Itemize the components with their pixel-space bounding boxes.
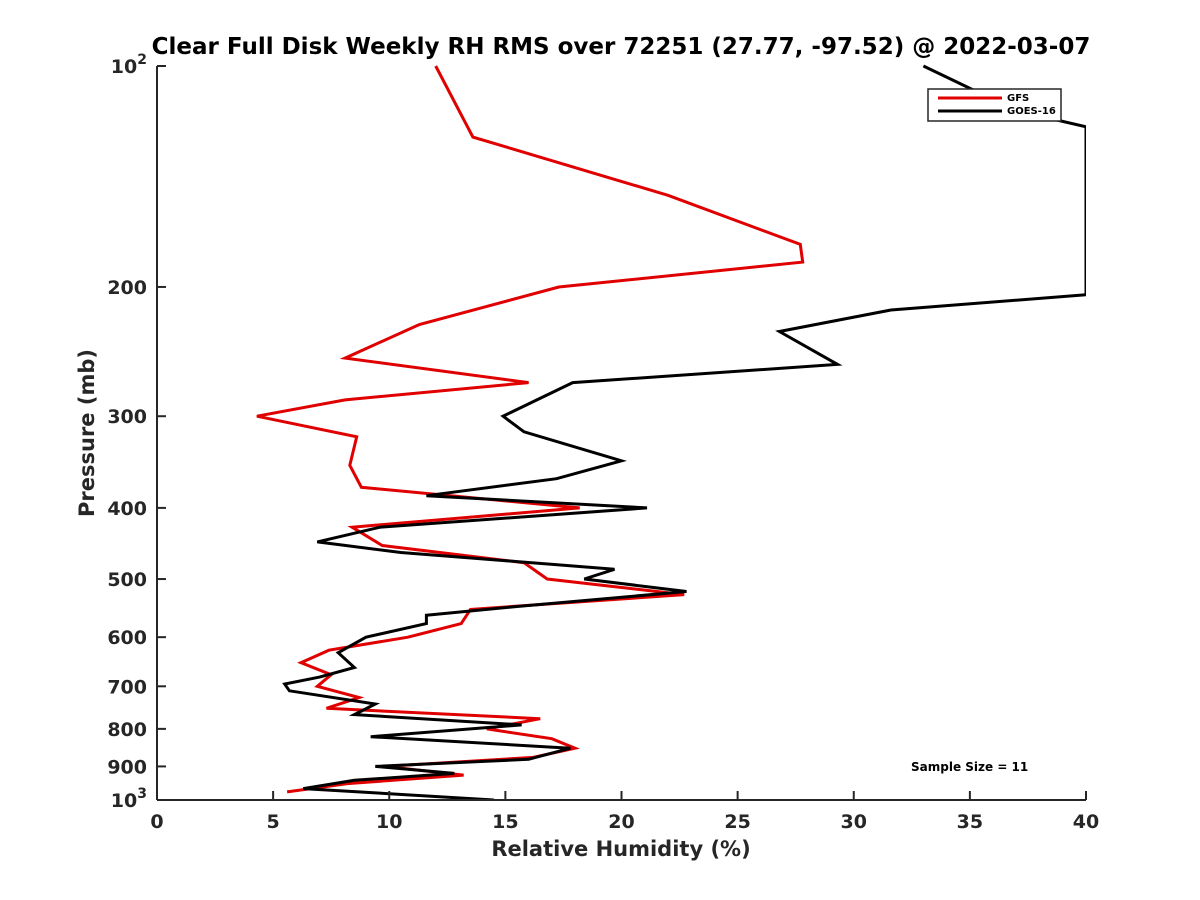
series-line-goes16 — [282, 64, 1086, 800]
x-axis-label: Relative Humidity (%) — [491, 837, 750, 861]
x-tick-label: 5 — [267, 811, 280, 833]
y-tick-label: 103 — [111, 786, 147, 812]
x-ticks: 0 5 10 15 20 25 30 35 40 — [150, 791, 1099, 833]
legend: GFS GOES-16 — [927, 88, 1062, 122]
y-tick-label: 102 — [111, 52, 147, 78]
y-tick-label: 400 — [107, 498, 147, 520]
y-axis-label: Pressure (mb) — [75, 349, 99, 517]
chart-title: Clear Full Disk Weekly RH RMS over 72251… — [152, 34, 1091, 60]
y-tick-label: 700 — [107, 676, 147, 698]
x-tick-label: 30 — [841, 811, 867, 833]
y-ticks: 102 200 300 400 500 600 700 800 900 103 — [107, 52, 166, 812]
x-tick-label: 0 — [150, 811, 163, 833]
y-tick-label: 300 — [107, 406, 147, 428]
y-tick-label: 900 — [107, 756, 147, 778]
legend-box — [927, 88, 1062, 122]
legend-label-gfs: GFS — [1007, 93, 1029, 104]
plot-lines — [256, 64, 1086, 800]
y-tick-label: 600 — [107, 627, 147, 649]
y-tick-label: 800 — [107, 719, 147, 741]
y-tick-label: 500 — [107, 569, 147, 591]
x-tick-label: 35 — [957, 811, 983, 833]
sample-size-annotation: Sample Size = 11 — [911, 760, 1028, 774]
series-line-gfs — [256, 65, 805, 794]
legend-label-goes16: GOES-16 — [1007, 106, 1056, 117]
x-tick-label: 25 — [724, 811, 750, 833]
x-tick-label: 40 — [1073, 811, 1099, 833]
x-tick-label: 10 — [376, 811, 402, 833]
x-tick-label: 20 — [608, 811, 634, 833]
x-tick-label: 15 — [492, 811, 518, 833]
y-tick-label: 200 — [107, 277, 147, 299]
